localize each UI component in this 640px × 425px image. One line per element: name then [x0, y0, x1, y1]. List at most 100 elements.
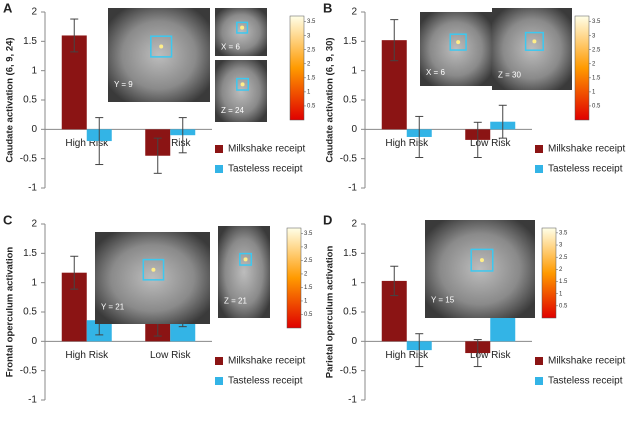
legend-swatch [215, 377, 223, 385]
y-tick-label: -1 [28, 395, 37, 406]
legend-label: Tasteless receipt [228, 164, 303, 175]
legend-label: Milkshake receipt [548, 144, 625, 155]
colorbar-tick-label: 3 [304, 244, 308, 250]
brain-image [108, 8, 210, 102]
y-tick-label: 1 [351, 65, 357, 76]
y-tick-label: -0.5 [20, 365, 38, 376]
colorbar [574, 15, 590, 121]
colorbar [541, 227, 557, 319]
y-tick-label: -1 [348, 395, 357, 406]
roi-box [236, 77, 250, 91]
activation [240, 82, 245, 87]
y-tick-label: 1.5 [343, 36, 357, 47]
y-tick-label: 2 [351, 7, 357, 18]
y-tick-label: 0.5 [343, 307, 357, 318]
y-tick-label: 1 [351, 277, 357, 288]
colorbar [289, 15, 305, 121]
brain-image [420, 12, 492, 86]
roi-box [236, 21, 249, 34]
activation [159, 44, 164, 49]
legend-swatch [535, 377, 543, 385]
y-tick-label: 1 [31, 277, 37, 288]
colorbar-tick-label: 3 [592, 33, 596, 39]
y-axis-label: Caudate activation (6, 9, 30) [325, 37, 336, 162]
y-tick-label: -0.5 [340, 153, 358, 164]
colorbar-tick-label: 3.5 [307, 19, 316, 25]
colorbar-tick-label: 1 [304, 299, 308, 305]
roi-box [150, 35, 173, 58]
image-label: Z = 21 [224, 297, 247, 306]
y-tick-label: 2 [31, 7, 37, 18]
image-label: Y = 15 [431, 295, 455, 304]
x-tick-label: Low Risk [150, 138, 192, 149]
y-axis-label: Frontal operculum activation [5, 247, 16, 378]
legend-label: Tasteless receipt [228, 376, 303, 387]
x-tick-label: High Risk [65, 350, 109, 361]
legend-swatch [215, 145, 223, 153]
legend-label: Milkshake receipt [548, 356, 625, 367]
y-axis-label: Caudate activation (6, 9, 24) [5, 37, 16, 162]
brain-image [218, 226, 270, 318]
y-tick-label: -0.5 [340, 365, 358, 376]
legend-label: Milkshake receipt [228, 356, 305, 367]
y-tick-label: -1 [348, 183, 357, 194]
panel-letter: B [323, 0, 332, 15]
colorbar-tick-label: 3 [307, 33, 311, 39]
y-tick-label: 0.5 [23, 95, 37, 106]
roi-box [470, 248, 494, 272]
colorbar-tick-label: 2.5 [559, 255, 568, 261]
activation [240, 25, 245, 30]
panel-letter: D [323, 212, 332, 227]
legend-label: Milkshake receipt [228, 144, 305, 155]
colorbar-tick-label: 2.5 [592, 47, 601, 53]
y-tick-label: 0.5 [343, 95, 357, 106]
activation [479, 258, 484, 263]
image-label: Z = 24 [221, 106, 244, 115]
y-tick-label: 0 [351, 124, 357, 135]
activation [456, 40, 461, 45]
image-label: Y = 9 [114, 80, 133, 89]
colorbar-tick-label: 1.5 [307, 75, 316, 81]
legend-label: Tasteless receipt [548, 164, 623, 175]
y-tick-label: 1.5 [23, 36, 37, 47]
roi-box [524, 31, 544, 51]
brain-image [215, 60, 267, 122]
colorbar-tick-label: 3 [559, 243, 563, 249]
activation [243, 257, 248, 262]
y-tick-label: 0 [31, 336, 37, 347]
legend-swatch [535, 165, 543, 173]
x-tick-label: Low Risk [150, 350, 192, 361]
brain-image [492, 8, 572, 90]
x-tick-label: Low Risk [470, 138, 512, 149]
brain-image [425, 220, 535, 318]
y-tick-label: 0 [351, 336, 357, 347]
colorbar-tick-label: 1 [307, 89, 311, 95]
image-label: Y = 21 [101, 303, 125, 312]
colorbar-tick-label: 1 [559, 291, 563, 297]
activation [151, 267, 156, 272]
legend-label: Tasteless receipt [548, 376, 623, 387]
roi-box [239, 252, 253, 266]
colorbar-tick-label: 3.5 [592, 19, 601, 25]
x-tick-label: High Risk [385, 350, 429, 361]
y-tick-label: 1.5 [23, 248, 37, 259]
y-tick-label: 1.5 [343, 248, 357, 259]
y-tick-label: -1 [28, 183, 37, 194]
colorbar-tick-label: 2 [592, 61, 596, 67]
image-label: Z = 30 [498, 70, 521, 79]
colorbar-tick-label: 2.5 [307, 47, 316, 53]
legend-swatch [535, 357, 543, 365]
colorbar-tick-label: 2 [304, 272, 308, 278]
x-tick-label: Low Risk [470, 350, 512, 361]
panel-letter: C [3, 212, 13, 227]
y-tick-label: 1 [31, 65, 37, 76]
x-tick-label: High Risk [385, 138, 429, 149]
legend-swatch [535, 145, 543, 153]
activation [532, 39, 537, 44]
y-tick-label: 0 [31, 124, 37, 135]
colorbar [286, 227, 302, 329]
colorbar-tick-label: 1.5 [592, 75, 601, 81]
legend-swatch [215, 357, 223, 365]
colorbar-tick-label: 2 [307, 61, 311, 67]
